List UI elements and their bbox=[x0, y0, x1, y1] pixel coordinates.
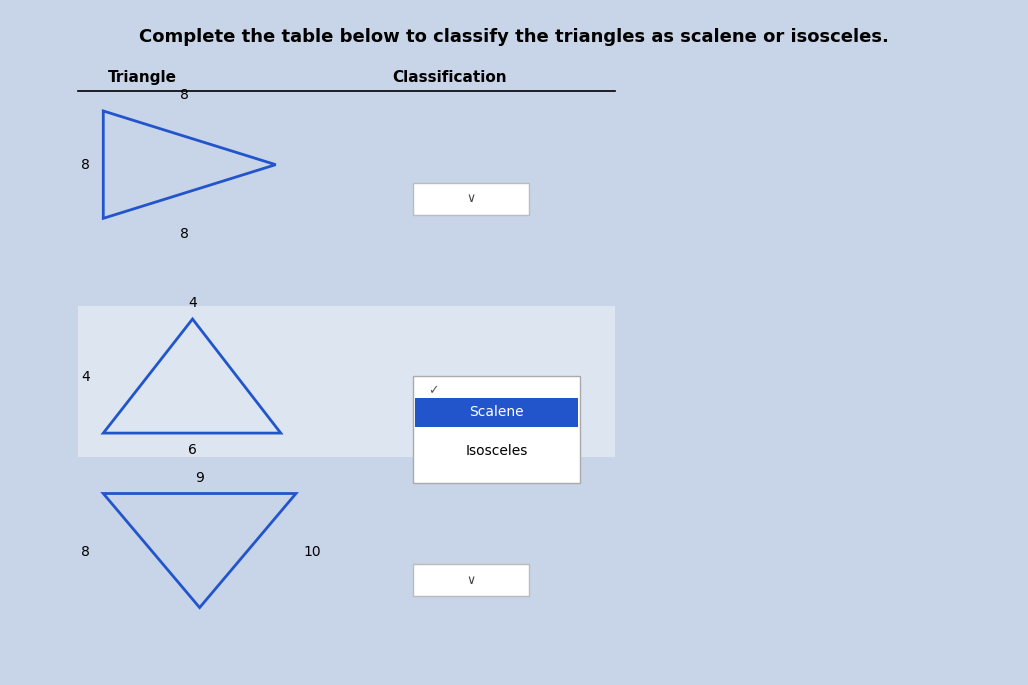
Text: Triangle: Triangle bbox=[108, 70, 178, 85]
Text: Scalene: Scalene bbox=[470, 406, 524, 419]
Text: ∨: ∨ bbox=[467, 192, 476, 206]
Text: 4: 4 bbox=[81, 371, 90, 384]
Text: 8: 8 bbox=[180, 88, 189, 102]
Text: 4: 4 bbox=[188, 297, 197, 310]
FancyBboxPatch shape bbox=[412, 376, 580, 484]
FancyBboxPatch shape bbox=[78, 91, 616, 238]
Text: Complete the table below to classify the triangles as scalene or isosceles.: Complete the table below to classify the… bbox=[139, 28, 889, 46]
Text: 9: 9 bbox=[195, 471, 205, 485]
FancyBboxPatch shape bbox=[78, 457, 616, 631]
Text: 8: 8 bbox=[180, 227, 189, 241]
FancyBboxPatch shape bbox=[412, 183, 529, 215]
Text: ∨: ∨ bbox=[467, 573, 476, 586]
Text: Classification: Classification bbox=[393, 70, 507, 85]
Text: ✓: ✓ bbox=[428, 384, 438, 397]
Text: 6: 6 bbox=[188, 443, 197, 457]
Text: 8: 8 bbox=[81, 158, 90, 172]
Text: 10: 10 bbox=[303, 545, 321, 559]
Text: Isosceles: Isosceles bbox=[466, 444, 528, 458]
Text: 8: 8 bbox=[81, 545, 90, 559]
FancyBboxPatch shape bbox=[78, 306, 616, 457]
FancyBboxPatch shape bbox=[412, 564, 529, 596]
FancyBboxPatch shape bbox=[414, 397, 578, 427]
